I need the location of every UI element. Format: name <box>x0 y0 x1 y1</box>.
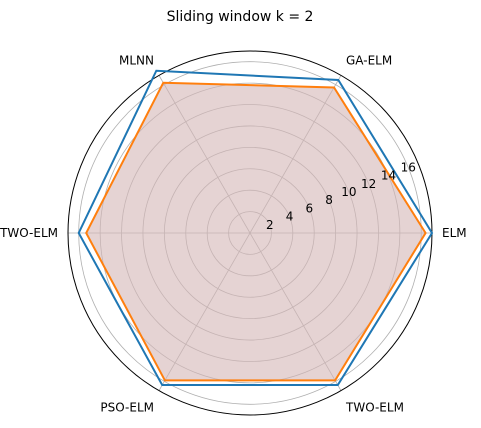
category-label-otwo-elm: OTWO-ELM <box>0 226 58 240</box>
category-label-elm: ELM <box>442 226 467 240</box>
category-label-pso-elm: PSO-ELM <box>100 400 154 414</box>
radial-tick-4: 4 <box>286 210 294 224</box>
radial-tick-14: 14 <box>381 169 396 183</box>
category-label-ga-elm: GA-ELM <box>346 54 392 68</box>
radial-tick-8: 8 <box>325 193 333 207</box>
chart-title: Sliding window k = 2 <box>167 9 314 25</box>
radial-tick-2: 2 <box>266 218 274 232</box>
radial-tick-10: 10 <box>341 185 356 199</box>
category-label-mlnn: MLNN <box>119 54 154 68</box>
radial-tick-16: 16 <box>401 160 416 174</box>
category-label-two-elm: TWO-ELM <box>345 400 404 414</box>
series-fill-layer <box>86 83 425 381</box>
series-2-area <box>86 83 425 381</box>
radial-tick-12: 12 <box>361 177 376 191</box>
radial-tick-6: 6 <box>305 201 313 215</box>
